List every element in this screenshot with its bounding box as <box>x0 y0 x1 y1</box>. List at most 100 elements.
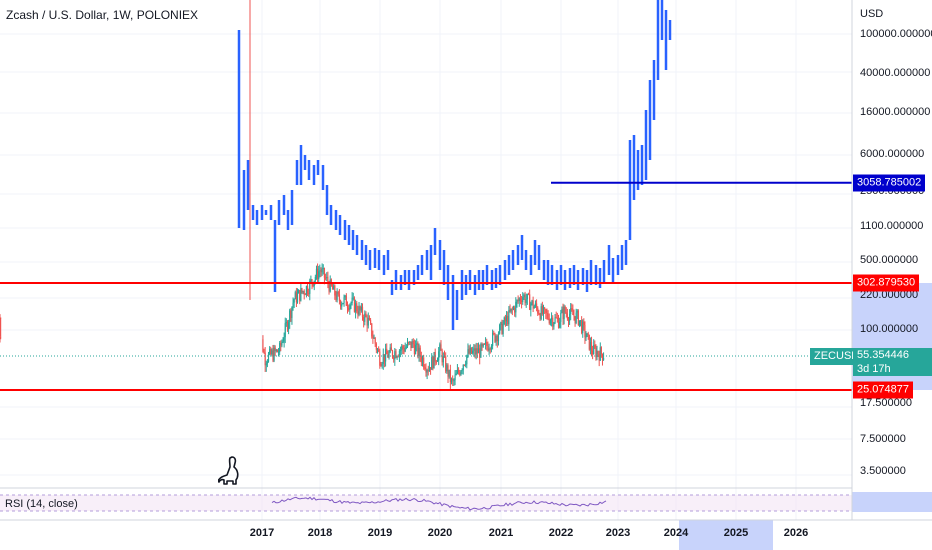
candle-body <box>537 307 539 314</box>
candle-body <box>573 314 575 317</box>
candle-body <box>479 348 481 358</box>
candle-body <box>423 357 425 368</box>
candle-body <box>0 327 2 337</box>
candle-body <box>541 306 543 314</box>
candle-body <box>492 332 494 347</box>
candle-body <box>456 369 459 374</box>
candle-body <box>366 316 368 326</box>
candle-body <box>589 342 592 350</box>
candle-body <box>365 313 367 317</box>
candle-body <box>545 309 547 313</box>
candle-body <box>530 303 532 310</box>
candle-body <box>559 321 561 328</box>
candle-body <box>0 336 2 340</box>
candle-body <box>281 342 283 346</box>
candle-body <box>293 299 295 303</box>
candle-body <box>533 306 535 309</box>
candle-body <box>345 295 347 306</box>
candle-body <box>575 312 577 323</box>
candle-body <box>534 303 537 307</box>
candle-body <box>538 313 540 315</box>
candle-body <box>335 295 337 300</box>
candle-body <box>390 347 392 351</box>
candle-body <box>333 285 335 290</box>
candle-body <box>394 351 396 360</box>
candle-body <box>280 343 282 346</box>
symbol-tag: ZECUSD <box>810 348 864 365</box>
candle-body <box>525 299 527 303</box>
candle-body <box>384 348 387 362</box>
candle-body <box>373 337 375 339</box>
candle-body <box>428 367 431 372</box>
candle-body <box>470 347 473 354</box>
candle-body <box>336 291 338 300</box>
candle-body <box>328 283 330 292</box>
candle-body <box>403 348 405 352</box>
candle-body <box>303 291 305 295</box>
candle-body <box>496 335 498 342</box>
candle-body <box>448 369 450 377</box>
candle-body <box>321 268 323 273</box>
candle-body <box>594 344 596 348</box>
candle-body <box>276 349 279 353</box>
tradingview-logo-icon[interactable] <box>218 455 240 485</box>
candle-body <box>595 347 597 358</box>
candle-body <box>472 350 474 354</box>
candle-body <box>426 370 428 373</box>
candle-body <box>466 355 468 365</box>
candle-body <box>404 347 406 352</box>
candle-body <box>462 364 464 370</box>
current-price-value: 55.354446 <box>857 349 909 361</box>
candle-body <box>473 348 475 351</box>
candle-body <box>452 378 454 381</box>
candle-body <box>277 352 280 354</box>
candle-body <box>369 320 372 324</box>
candle-body <box>596 351 598 358</box>
rsi-label[interactable]: RSI (14, close) <box>5 498 78 510</box>
candle-body <box>554 317 556 323</box>
candle-body <box>544 307 546 310</box>
candle-body <box>592 350 594 355</box>
candle-body <box>582 321 584 333</box>
candle-body <box>518 298 520 302</box>
candle-body <box>564 306 566 313</box>
candle-body <box>584 324 586 338</box>
candle-body <box>279 343 281 353</box>
price-tick: 17.500000 <box>860 396 912 409</box>
candle-body <box>446 365 448 372</box>
candle-body <box>361 306 364 317</box>
candle-body <box>457 369 460 373</box>
candle-body <box>563 306 565 320</box>
candle-body <box>539 314 541 320</box>
candle-body <box>523 294 525 298</box>
candle-body <box>477 348 480 354</box>
candle-body <box>531 300 533 304</box>
candle-body <box>287 322 290 330</box>
candle-body <box>319 270 321 272</box>
candle-body <box>357 311 359 315</box>
candle-body <box>376 349 379 351</box>
candle-body <box>285 322 287 324</box>
candle-body <box>505 315 508 322</box>
candle-body <box>449 369 451 383</box>
price-tick: 16000.000000 <box>860 106 931 119</box>
candle-body <box>382 354 384 364</box>
candle-body <box>601 353 604 360</box>
candle-body <box>388 352 390 358</box>
candle-body <box>0 336 2 338</box>
candle-body <box>405 346 407 348</box>
candle-body <box>290 310 292 318</box>
candle-body <box>270 348 272 355</box>
candle-body <box>401 346 403 350</box>
candle-body <box>576 310 578 313</box>
candle-body <box>535 303 538 308</box>
candle-body <box>301 288 303 292</box>
candle-body <box>352 297 354 299</box>
candle-body <box>546 312 548 314</box>
time-tick: 2021 <box>488 527 514 539</box>
time-tick: 2026 <box>783 527 809 539</box>
candle-body <box>577 310 579 325</box>
candle-body <box>467 349 469 356</box>
candle-body <box>351 297 353 303</box>
